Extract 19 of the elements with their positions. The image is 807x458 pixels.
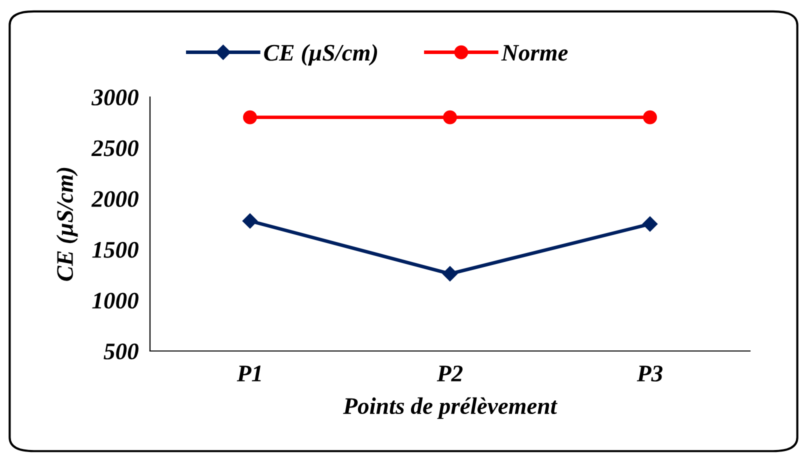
x-tick-label: P1 — [236, 366, 261, 382]
y-tick-label: 2500 — [91, 140, 138, 156]
point — [243, 110, 257, 124]
legend-label: Norme — [501, 45, 568, 61]
y-tick-label: 3000 — [91, 89, 138, 106]
y-tick-label: 2000 — [91, 191, 138, 208]
point — [642, 216, 658, 232]
legend-label: CE (µS/cm) — [264, 44, 378, 66]
y-tick-label: 1000 — [92, 292, 138, 309]
point — [242, 213, 258, 229]
x-tick-label: P3 — [636, 366, 662, 382]
y-axis-title: CE (µS/cm) — [56, 168, 78, 281]
point — [643, 110, 657, 124]
x-tick-label: P2 — [436, 366, 463, 382]
x-axis-title: Points de prélèvement — [343, 397, 558, 419]
point — [443, 110, 457, 124]
point — [442, 266, 458, 282]
y-tick-label: 500 — [104, 343, 138, 360]
y-tick-label: 1500 — [92, 242, 138, 258]
